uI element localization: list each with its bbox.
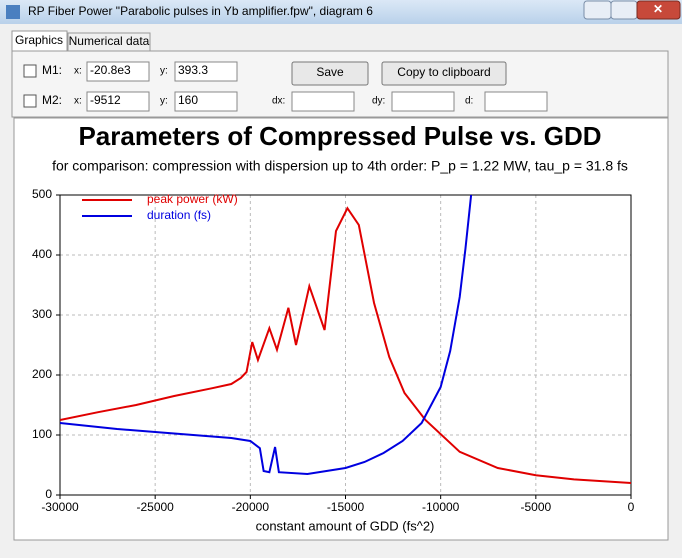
x-tick-label: -10000: [422, 500, 460, 514]
field-label: x:: [74, 96, 82, 107]
x-tick-label: -30000: [41, 500, 79, 514]
field-label: y:: [160, 96, 168, 107]
field-label: dx:: [272, 96, 285, 107]
minimize-button[interactable]: [583, 0, 612, 20]
tab-label: Graphics: [15, 33, 63, 47]
field-label: y:: [160, 66, 168, 77]
text-field[interactable]: [174, 91, 238, 112]
y-tick-label: 500: [32, 187, 52, 201]
button-label: Copy to clipboard: [397, 65, 490, 79]
y-tick-label: 100: [32, 427, 52, 441]
chart-title: Parameters of Compressed Pulse vs. GDD: [78, 121, 601, 151]
chart-subtitle: for comparison: compression with dispers…: [52, 158, 628, 174]
field-label: dy:: [372, 96, 385, 107]
chart-area: [13, 117, 669, 541]
plot-frame: [59, 194, 632, 496]
save-button[interactable]: [291, 61, 369, 86]
text-field[interactable]: [291, 91, 355, 112]
y-tick-label: 200: [32, 367, 52, 381]
tab-label: Numerical data: [69, 34, 150, 48]
field-value: 160: [178, 93, 198, 107]
text-field[interactable]: [391, 91, 455, 112]
app-icon: [6, 5, 20, 19]
y-tick-label: 400: [32, 247, 52, 261]
x-tick-label: -20000: [232, 500, 270, 514]
copy-button[interactable]: [381, 61, 507, 86]
window-title: RP Fiber Power "Parabolic pulses in Yb a…: [28, 4, 373, 18]
y-tick-label: 0: [45, 487, 52, 501]
text-field[interactable]: [86, 61, 150, 82]
x-axis-label: constant amount of GDD (fs^2): [256, 518, 435, 533]
x-tick-label: -5000: [520, 500, 551, 514]
text-field[interactable]: [484, 91, 548, 112]
marker-label: M2:: [42, 93, 62, 107]
text-field[interactable]: [86, 91, 150, 112]
field-value: -20.8e3: [90, 63, 131, 77]
x-tick-label: -25000: [136, 500, 174, 514]
series-line: [60, 206, 631, 484]
series-line: [60, 194, 473, 476]
close-button[interactable]: [636, 0, 681, 20]
button-label: Save: [316, 65, 344, 79]
field-label: x:: [74, 66, 82, 77]
legend-label: duration (fs): [147, 208, 211, 222]
y-tick-label: 300: [32, 307, 52, 321]
text-field[interactable]: [174, 61, 238, 82]
field-value: -9512: [90, 93, 121, 107]
x-tick-label: 0: [628, 500, 635, 514]
close-icon: ✕: [653, 2, 663, 16]
field-value: 393.3: [178, 63, 208, 77]
field-label: d:: [465, 96, 473, 107]
checkbox[interactable]: [23, 64, 37, 78]
checkbox[interactable]: [23, 94, 37, 108]
legend-label: peak power (kW): [147, 192, 238, 206]
marker-label: M1:: [42, 63, 62, 77]
x-tick-label: -15000: [327, 500, 365, 514]
maximize-button[interactable]: [610, 0, 638, 20]
title-bar: [0, 0, 682, 24]
